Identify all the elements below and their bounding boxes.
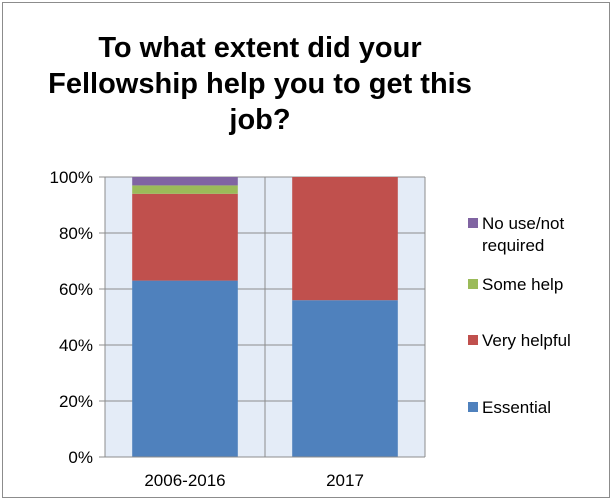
x-tick-label: 2017 [326, 471, 364, 490]
y-tick-label: 0% [68, 448, 93, 467]
chart-title: To what extent did your Fellowship help … [48, 32, 472, 136]
bar-segment-some-help [132, 185, 238, 194]
legend-label: Very helpful [482, 331, 571, 350]
legend-swatch [468, 335, 478, 345]
legend-label: No use/not required [482, 214, 564, 255]
bar-segment-essential [292, 300, 398, 457]
x-tick-label: 2006-2016 [144, 471, 225, 490]
y-tick-label: 100% [50, 168, 93, 187]
legend-swatch [468, 279, 478, 289]
legend-label: Essential [482, 398, 551, 417]
y-tick-label: 60% [59, 280, 93, 299]
bar-segment-very-helpful [132, 193, 238, 281]
legend-swatch [468, 218, 478, 228]
y-tick-label: 20% [59, 392, 93, 411]
legend-label: Some help [482, 275, 563, 294]
bar-segment-very-helpful [292, 177, 398, 301]
bar-segment-no-use-not-required [132, 177, 238, 186]
legend-swatch [468, 402, 478, 412]
bar-segment-essential [132, 280, 238, 457]
y-tick-label: 80% [59, 224, 93, 243]
y-tick-label: 40% [59, 336, 93, 355]
